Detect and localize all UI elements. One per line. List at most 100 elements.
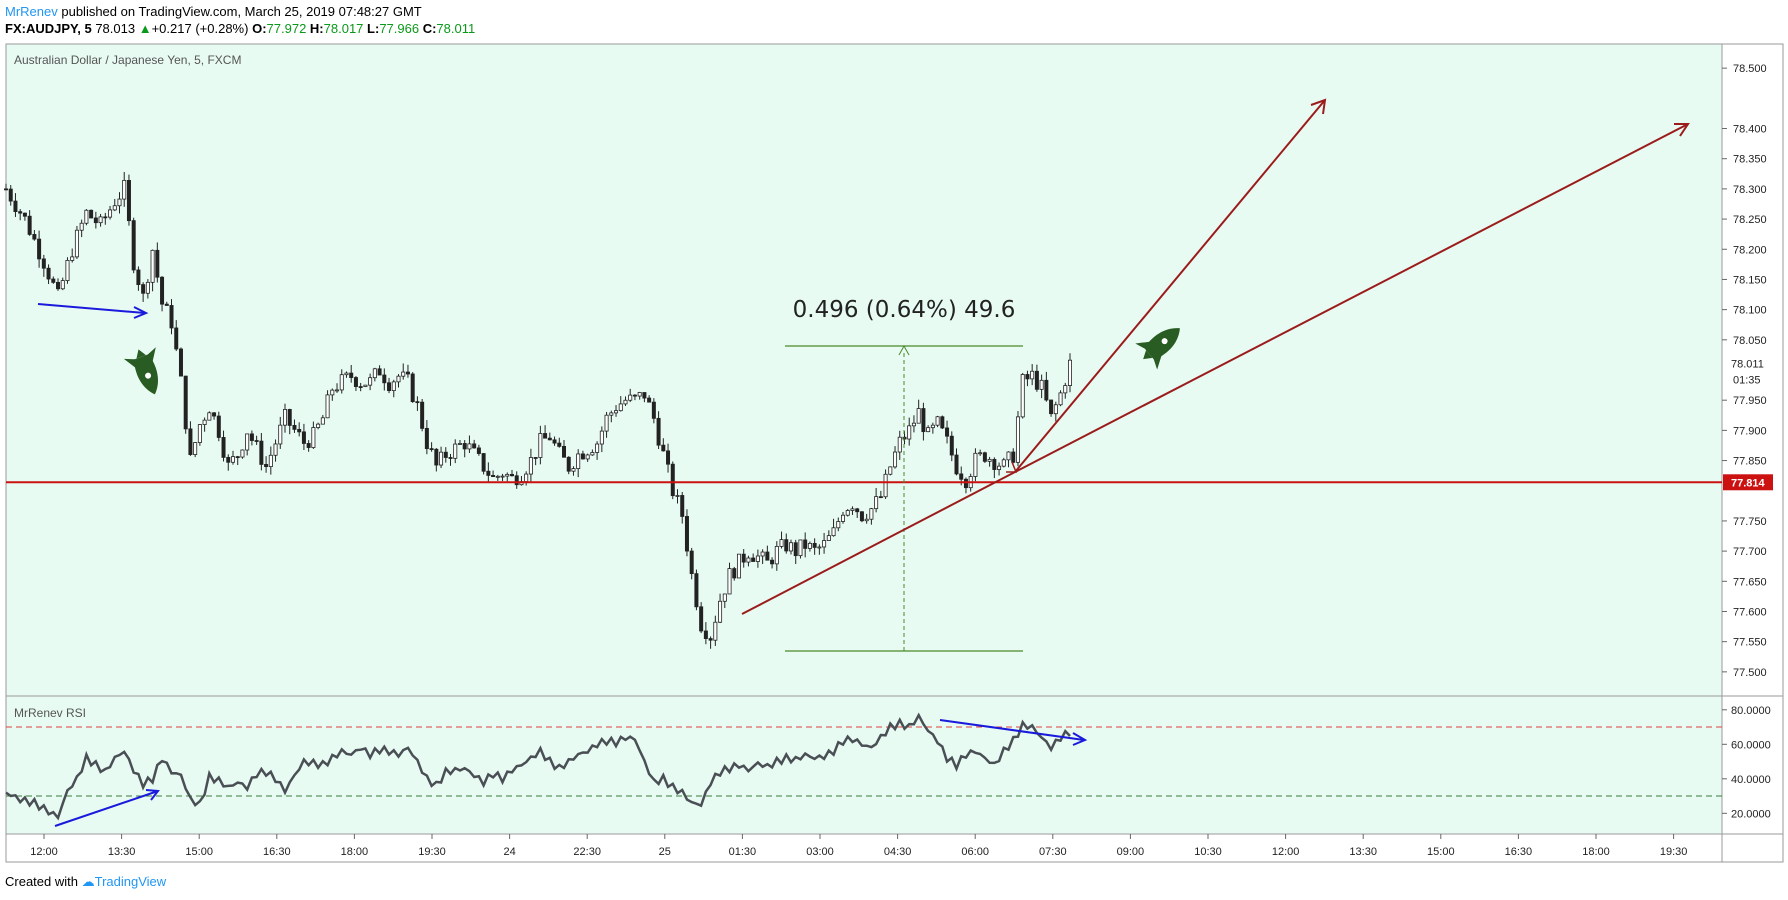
- candle-body: [37, 238, 42, 260]
- candle-body: [297, 428, 302, 433]
- rsi-tick-label: 80.0000: [1731, 705, 1771, 717]
- candle-body: [197, 424, 202, 443]
- time-axis[interactable]: [5, 833, 1723, 863]
- candle-body: [22, 212, 27, 217]
- time-tick-label: 13:30: [108, 846, 136, 858]
- candle-body: [193, 442, 198, 455]
- candle-body: [897, 436, 902, 453]
- rsi-pane[interactable]: [5, 695, 1723, 835]
- measure-tool[interactable]: 0.496 (0.64%) 49.6: [785, 297, 1023, 652]
- main-pane[interactable]: [5, 43, 1723, 697]
- rsi-axis[interactable]: [1721, 695, 1784, 835]
- candle-body: [987, 458, 992, 462]
- open-value: 77.972: [266, 21, 307, 36]
- candle-body: [585, 454, 590, 460]
- steep-projection-arrow[interactable]: [1014, 99, 1326, 473]
- candle-body: [230, 456, 235, 463]
- candle-body: [150, 249, 155, 283]
- rsi-blue-arrow-left[interactable]: [54, 790, 159, 827]
- candle-body: [401, 371, 406, 377]
- candle-body: [245, 433, 250, 451]
- rsi-series-line: [5, 712, 1071, 821]
- candle-body: [160, 276, 165, 305]
- time-tick-label: 24: [503, 846, 515, 858]
- candle-body: [74, 229, 79, 258]
- candle-body: [1049, 399, 1054, 415]
- candle-body: [481, 453, 486, 472]
- shallow-projection-arrow[interactable]: [1014, 123, 1689, 473]
- candle-body: [793, 542, 798, 557]
- uptrend-line[interactable]: [741, 471, 1016, 615]
- candle-body: [65, 260, 70, 282]
- price-tick-label: 77.650: [1733, 576, 1767, 588]
- blue-annotations[interactable]: [37, 303, 1088, 827]
- candle-body: [746, 557, 751, 563]
- candle-body: [306, 443, 311, 448]
- candle-body: [803, 539, 808, 549]
- candle-body: [666, 450, 671, 465]
- last-price: 78.013: [95, 21, 136, 36]
- candle-body: [93, 217, 98, 224]
- open-label: O:: [252, 21, 267, 36]
- candle-body: [202, 419, 207, 425]
- candle-body: [13, 200, 18, 213]
- tradingview-link[interactable]: TradingView: [94, 874, 167, 889]
- candle-body: [448, 457, 453, 459]
- candle-body: [930, 424, 935, 429]
- candle-body: [718, 600, 723, 623]
- rocket-icon[interactable]: [123, 344, 171, 401]
- candle-body: [609, 412, 614, 416]
- price-axis[interactable]: [1721, 43, 1784, 697]
- close-value: 78.011: [436, 21, 476, 36]
- rsi-blue-arrow-right[interactable]: [939, 719, 1085, 741]
- published-text: published on TradingView.com, March 25, …: [57, 4, 422, 19]
- candle-body: [1001, 459, 1006, 467]
- candle-body: [708, 638, 713, 641]
- candle-body: [893, 451, 898, 468]
- candle-body: [940, 416, 945, 429]
- candle-body: [699, 606, 704, 632]
- price-blue-arrow[interactable]: [37, 303, 146, 314]
- author-name[interactable]: MrRenev: [5, 4, 58, 19]
- candle-body: [387, 382, 392, 392]
- candle-body: [817, 546, 822, 549]
- candle-body: [145, 281, 150, 294]
- candle-body: [377, 368, 382, 376]
- time-tick-label: 01:30: [729, 846, 757, 858]
- candle-body: [557, 442, 562, 447]
- rsi-tick-label: 60.0000: [1731, 739, 1771, 751]
- candle-body: [978, 452, 983, 455]
- candle-body: [240, 449, 245, 458]
- candle-body: [841, 514, 846, 522]
- trend-arrows[interactable]: [741, 98, 1690, 615]
- rsi-tick-label: 20.0000: [1731, 808, 1771, 820]
- tradingview-logo-icon[interactable]: ☁: [81, 874, 95, 889]
- price-tick-label: 77.900: [1733, 425, 1767, 437]
- candle-body: [869, 508, 874, 520]
- candle-body: [533, 457, 538, 459]
- candle-body: [888, 466, 893, 475]
- candle-body: [500, 475, 505, 478]
- candle-body: [1025, 374, 1030, 380]
- rocket-icon[interactable]: [1132, 315, 1191, 372]
- high-value: 78.017: [323, 21, 364, 36]
- candle-body: [543, 433, 548, 439]
- rsi-tick-label: 40.0000: [1731, 774, 1771, 786]
- candle-body: [46, 267, 51, 280]
- candle-body: [311, 427, 316, 448]
- time-tick-labels: 12:00 13:30 15:00 16:30 18:00 19:30 24 22:30 25 0…: [30, 834, 1687, 858]
- candle-body: [18, 211, 23, 214]
- candle-body: [954, 454, 959, 475]
- time-tick-label: 19:30: [418, 846, 446, 858]
- price-tick-label: 78.400: [1733, 124, 1767, 136]
- candle-body: [457, 443, 462, 445]
- candle-body: [689, 550, 694, 575]
- candle-body: [178, 348, 183, 377]
- candle-body: [864, 518, 869, 522]
- candle-body: [963, 478, 968, 489]
- low-label: L:: [367, 21, 380, 36]
- candle-body: [732, 568, 737, 579]
- candle-body: [788, 542, 793, 552]
- candle-body: [330, 389, 335, 396]
